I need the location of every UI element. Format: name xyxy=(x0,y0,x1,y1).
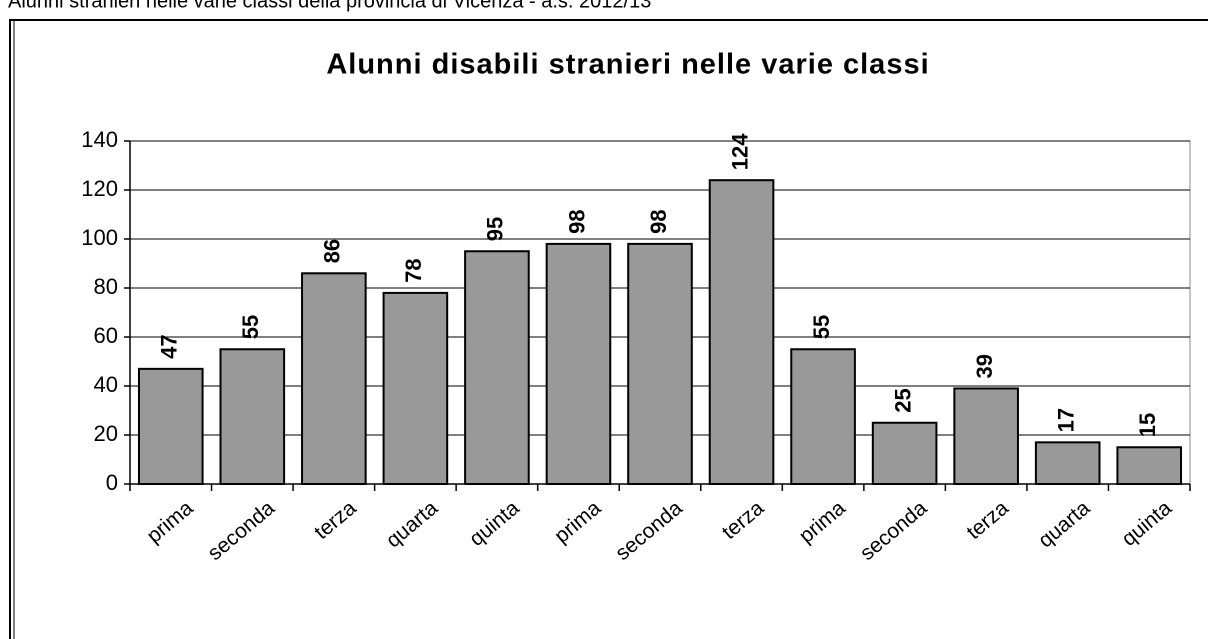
value-label: 17 xyxy=(1054,408,1079,432)
bar xyxy=(382,291,449,485)
value-label: 39 xyxy=(972,354,997,378)
bar xyxy=(871,421,938,485)
bar xyxy=(137,367,204,486)
y-tick-label: 140 xyxy=(81,127,118,152)
y-tick-label: 0 xyxy=(106,470,118,495)
value-label: 98 xyxy=(646,209,671,233)
page-title: Alunni stranieri nelle varie classi dell… xyxy=(8,0,651,12)
value-label: 124 xyxy=(727,133,752,170)
y-tick-label: 60 xyxy=(94,323,118,348)
y-tick-label: 120 xyxy=(81,176,118,201)
value-label: 86 xyxy=(320,239,345,263)
bar xyxy=(953,387,1019,486)
y-tick-label: 40 xyxy=(94,372,118,397)
y-tick-label: 20 xyxy=(94,421,118,446)
value-label: 47 xyxy=(157,334,182,358)
bar xyxy=(219,348,286,485)
bar xyxy=(464,250,530,485)
value-label: 95 xyxy=(483,217,508,241)
bar xyxy=(545,242,612,485)
bar xyxy=(1116,446,1183,485)
value-label: 25 xyxy=(890,388,915,412)
value-label: 78 xyxy=(401,258,426,282)
value-label: 15 xyxy=(1135,413,1160,437)
y-tick-label: 80 xyxy=(94,274,118,299)
y-tick-label: 100 xyxy=(81,225,118,250)
bar xyxy=(627,242,693,485)
bar xyxy=(301,272,367,485)
bar xyxy=(1034,441,1101,486)
bar xyxy=(790,348,856,485)
value-label: 55 xyxy=(809,315,834,339)
chart-title: Alunni disabili stranieri nelle varie cl… xyxy=(326,49,929,81)
value-label: 55 xyxy=(238,315,263,339)
bar xyxy=(708,179,775,485)
value-label: 98 xyxy=(564,209,589,233)
